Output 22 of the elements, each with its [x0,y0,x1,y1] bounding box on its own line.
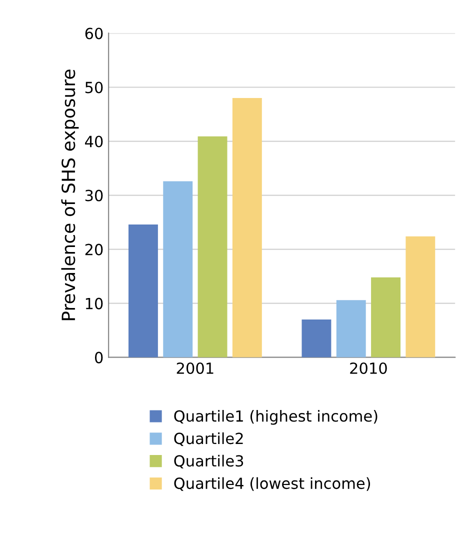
y-tick-label: 60 [85,28,103,40]
legend-label: Quartile4 (lowest income) [174,477,370,491]
bar [128,224,158,358]
bar [198,136,228,358]
legend-label: Quartile2 [174,432,243,446]
y-axis-title: Prevalence of SHS exposure [61,70,79,320]
y-tick-label: 20 [85,244,103,256]
y-tick-label: 40 [85,136,103,148]
y-tick-label: 0 [94,352,103,364]
bar [406,236,436,358]
bar [336,300,366,358]
x-tick-label: 2001 [176,362,214,374]
y-tick-label: 50 [85,82,103,94]
y-tick-label: 10 [86,298,103,310]
bar [371,277,400,358]
y-tick-label: 30 [85,190,103,202]
bar [163,181,193,358]
bar [302,320,332,358]
x-tick-label: 2010 [350,362,387,374]
legend-label: Quartile3 [174,454,244,468]
bar [232,98,262,358]
legend-label: Quartile1 (highest income) [174,410,378,425]
